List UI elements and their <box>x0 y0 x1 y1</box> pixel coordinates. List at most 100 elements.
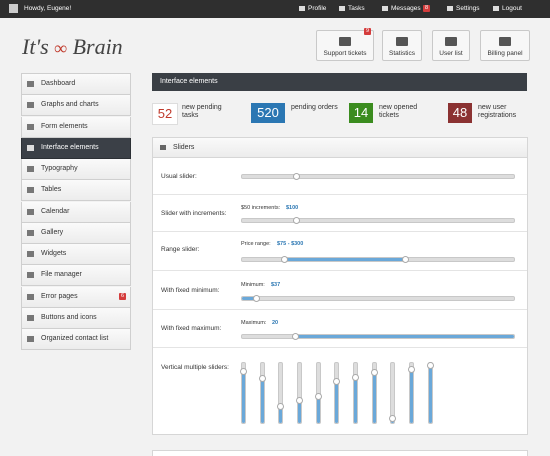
vertical-fill <box>242 372 245 423</box>
next-panel <box>152 450 528 456</box>
vertical-handle[interactable] <box>352 374 359 381</box>
sidebar-item[interactable]: Tables <box>21 180 131 202</box>
vertical-handle[interactable] <box>427 362 434 369</box>
shortcut-icon <box>339 37 351 46</box>
top-link[interactable]: Tasks <box>348 5 365 12</box>
sidebar-item[interactable]: Graphs and charts <box>21 95 131 117</box>
sidebar-label: File manager <box>41 271 82 279</box>
shortcut-button[interactable]: Support tickets <box>316 30 374 61</box>
slider-value: 20 <box>272 320 279 326</box>
sidebar-icon <box>27 102 34 109</box>
vertical-handle[interactable] <box>408 366 415 373</box>
vertical-fill <box>317 397 320 423</box>
shortcut-button[interactable]: User list <box>432 30 470 61</box>
slider-fill <box>242 297 256 300</box>
vertical-handle[interactable] <box>259 375 266 382</box>
slider-caption: Price range: <box>241 241 271 247</box>
slider-handle[interactable] <box>253 295 260 302</box>
stat-value: 48 <box>448 103 472 123</box>
sidebar-item[interactable]: Interface elements <box>21 137 131 159</box>
sidebar-item[interactable]: Dashboard <box>21 74 131 95</box>
top-link[interactable]: Settings <box>456 5 480 12</box>
vertical-handle[interactable] <box>240 368 247 375</box>
shortcut-label: Billing panel <box>487 50 523 57</box>
sidebar-icon <box>27 251 34 257</box>
logo: It's ∞ Brain <box>22 34 123 60</box>
top-bar: Howdy, Eugene! <box>0 0 550 18</box>
shortcut-icon <box>499 37 511 46</box>
slider-handle[interactable] <box>293 173 300 180</box>
sidebar-label: Widgets <box>41 250 67 257</box>
sidebar-item[interactable]: Widgets <box>21 244 131 265</box>
link-icon <box>382 6 388 11</box>
badge: 9 <box>364 28 372 35</box>
avatar <box>9 4 18 13</box>
slider-handle[interactable] <box>281 256 288 263</box>
vertical-fill <box>279 407 282 423</box>
vertical-fill <box>261 379 264 423</box>
sidebar-item[interactable]: Error pages 6 <box>21 286 131 308</box>
slider-caption: Maximum: <box>241 320 267 326</box>
slider-value: $75 - $300 <box>277 241 304 247</box>
sidebar-label: Form elements <box>41 122 88 130</box>
vertical-fill <box>298 401 301 423</box>
sidebar-label: Typography <box>41 165 78 172</box>
top-link[interactable]: Messages <box>391 5 421 12</box>
row-label: With fixed maximum: <box>161 325 222 332</box>
vertical-fill <box>429 366 432 423</box>
stat-label: new opened tickets <box>379 104 418 119</box>
shortcut-button[interactable]: Billing panel <box>480 30 530 61</box>
stat-label: new pending tasks <box>182 104 222 119</box>
stat-label: pending orders <box>291 104 338 111</box>
stat-value: 14 <box>349 103 373 123</box>
slider-handle[interactable] <box>293 217 300 224</box>
shortcut-label: Statistics <box>388 50 415 57</box>
slider-handle[interactable] <box>292 333 299 340</box>
vertical-handle[interactable] <box>371 369 378 376</box>
shortcut-icon <box>396 37 408 46</box>
sidebar-label: Gallery <box>41 228 64 236</box>
link-icon <box>339 6 345 11</box>
logo-right: Brain <box>72 34 123 59</box>
vertical-fill <box>410 370 413 423</box>
slider-track <box>241 296 515 301</box>
sidebar-item[interactable]: Calendar <box>21 201 131 223</box>
sidebar-label: Tables <box>41 186 62 194</box>
sidebar-item[interactable]: Buttons and icons <box>21 307 131 329</box>
vertical-handle[interactable] <box>277 403 284 410</box>
slider-handle[interactable] <box>402 256 409 263</box>
vertical-track <box>390 362 395 424</box>
row-label: Slider with increments: <box>161 210 227 217</box>
panel-icon <box>160 145 166 150</box>
row-label: Range slider: <box>161 246 200 253</box>
sliders-panel: Sliders Usual slider: Slider with increme… <box>152 137 528 435</box>
logo-mark: ∞ <box>54 38 68 58</box>
row-label: Usual slider: <box>161 173 197 180</box>
vertical-handle[interactable] <box>389 415 396 422</box>
sidebar-label: Dashboard <box>41 80 76 87</box>
logo-left: It's <box>22 34 49 59</box>
stat-value: 52 <box>152 103 178 125</box>
vertical-fill <box>373 373 376 423</box>
page-title: Interface elements <box>152 73 527 91</box>
row-label: Vertical multiple sliders: <box>161 364 229 371</box>
sidebar-icon <box>27 293 34 300</box>
stat-value: 520 <box>251 103 285 123</box>
slider-caption: $50 increments: <box>241 205 281 211</box>
sidebar-item[interactable]: Organized contact list <box>21 329 131 350</box>
vertical-handle[interactable] <box>333 378 340 385</box>
sidebar-item[interactable]: Typography <box>21 159 131 180</box>
sidebar-icon <box>27 314 34 321</box>
vertical-handle[interactable] <box>296 397 303 404</box>
shortcut-button[interactable]: Statistics <box>382 30 422 61</box>
vertical-handle[interactable] <box>315 393 322 400</box>
slider-track <box>241 218 515 223</box>
row-separator <box>153 194 527 195</box>
sidebar-item[interactable]: Form elements <box>21 116 131 138</box>
sidebar-item[interactable]: Gallery <box>21 222 131 244</box>
sidebar-item[interactable]: File manager <box>21 265 131 287</box>
row-separator <box>153 270 527 271</box>
sidebar-icon <box>27 123 34 130</box>
top-link[interactable]: Logout <box>502 5 522 12</box>
top-link[interactable]: Profile <box>308 5 327 12</box>
